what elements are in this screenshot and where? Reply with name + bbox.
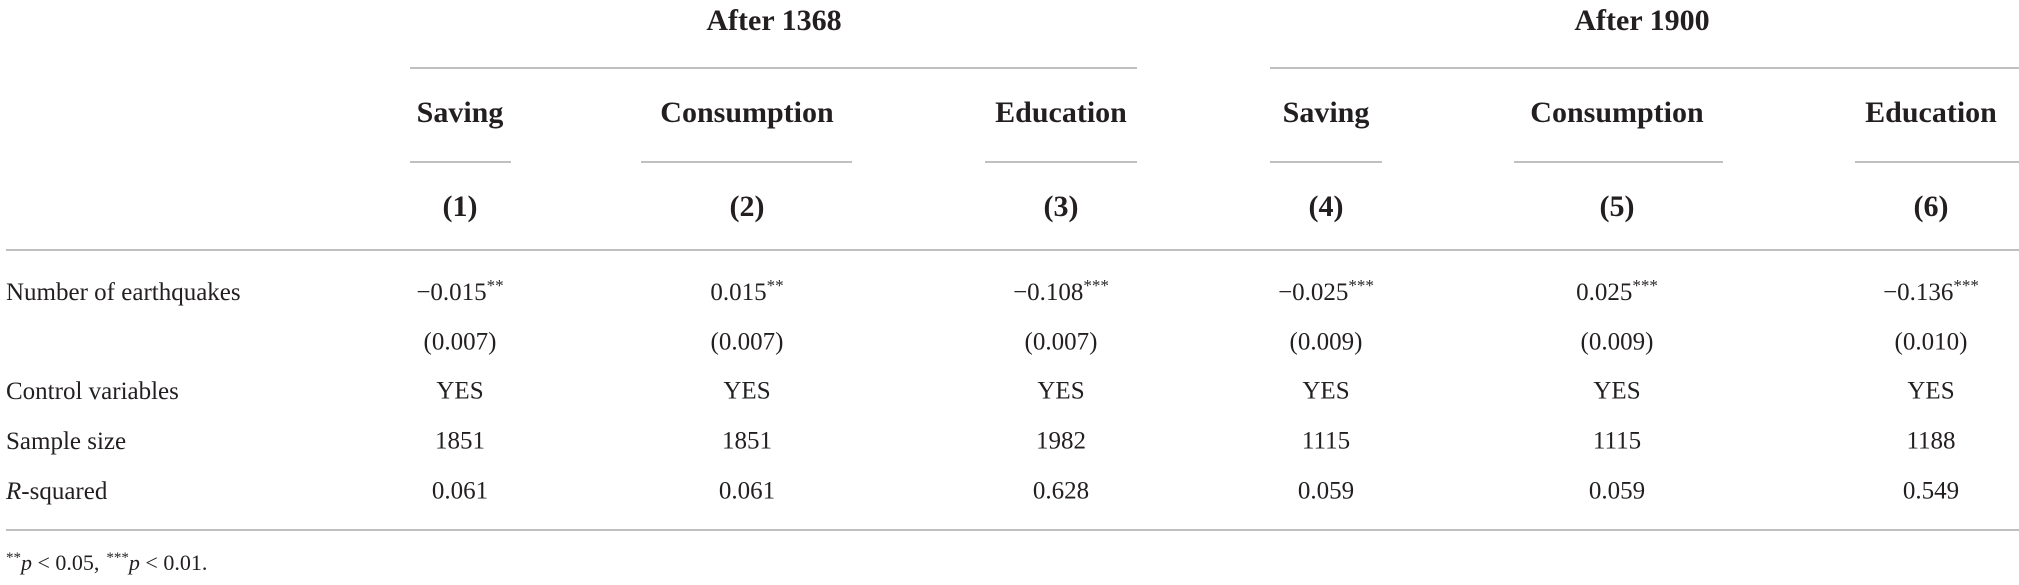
footnote-stars: ** <box>6 550 21 566</box>
cell: YES <box>436 378 483 405</box>
cell: 0.061 <box>719 478 775 505</box>
column-header: Saving <box>1283 96 1370 129</box>
cell: 0.025*** <box>1576 276 1658 306</box>
cell: 1115 <box>1302 428 1350 455</box>
cell: YES <box>1593 378 1640 405</box>
cell: 0.549 <box>1903 478 1959 505</box>
footnote-var: p <box>127 550 140 575</box>
column-header: Consumption <box>1530 96 1704 129</box>
footnote-var: p <box>19 550 32 575</box>
cell-stars: *** <box>1632 276 1658 295</box>
cell-value: −0.136 <box>1883 279 1953 306</box>
cell: (0.007) <box>711 329 784 356</box>
cell: 0.061 <box>432 478 488 505</box>
footnote-text: < 0.01. <box>140 550 207 575</box>
column-number: (1) <box>443 190 478 223</box>
cell-value: 0.015 <box>710 279 766 306</box>
cell: 0.059 <box>1589 478 1645 505</box>
cell-value: 0.025 <box>1576 279 1632 306</box>
column-number: (3) <box>1044 190 1079 223</box>
cell: YES <box>1037 378 1084 405</box>
cell: 1851 <box>722 428 772 455</box>
footnote-text: < 0.05, <box>32 550 99 575</box>
cell: 1851 <box>435 428 485 455</box>
column-header: Consumption <box>660 96 834 129</box>
cell-value: −0.108 <box>1013 279 1083 306</box>
cell-stars: *** <box>1348 276 1374 295</box>
cell: YES <box>723 378 770 405</box>
row-label: Control variables <box>6 378 179 405</box>
cell: 1982 <box>1036 428 1086 455</box>
cell: (0.010) <box>1895 329 1968 356</box>
cell-stars: ** <box>767 276 784 295</box>
footnote-stars: *** <box>106 550 129 566</box>
cell: 0.059 <box>1298 478 1354 505</box>
cell: −0.025*** <box>1278 276 1374 306</box>
row-label: Number of earthquakes <box>6 279 241 306</box>
cell-stars: *** <box>1953 276 1979 295</box>
row-label-text: Control variables <box>6 378 179 405</box>
group-header: After 1368 <box>706 4 841 37</box>
cell-value: −0.025 <box>1278 279 1348 306</box>
row-label: Sample size <box>6 428 126 455</box>
cell: −0.108*** <box>1013 276 1109 306</box>
row-label-text: -squared <box>21 478 108 505</box>
cell: 0.015** <box>710 276 783 306</box>
cell: 0.628 <box>1033 478 1089 505</box>
cell: YES <box>1302 378 1349 405</box>
cell: 1115 <box>1593 428 1641 455</box>
column-number: (4) <box>1309 190 1344 223</box>
cell-stars: ** <box>487 276 504 295</box>
row-label-text: Sample size <box>6 428 126 455</box>
group-header: After 1900 <box>1574 4 1709 37</box>
column-number: (2) <box>730 190 765 223</box>
cell: −0.136*** <box>1883 276 1979 306</box>
cell: (0.007) <box>424 329 497 356</box>
column-number: (5) <box>1600 190 1635 223</box>
row-label-text: Number of earthquakes <box>6 279 241 306</box>
row-label: R-squared <box>5 478 108 505</box>
cell-stars: *** <box>1083 276 1109 295</box>
cell: (0.007) <box>1025 329 1098 356</box>
cell: (0.009) <box>1290 329 1363 356</box>
row-label-italic: R <box>5 478 21 505</box>
column-header: Education <box>995 96 1127 129</box>
column-header: Saving <box>417 96 504 129</box>
cell-value: −0.015 <box>416 279 486 306</box>
cell: −0.015** <box>416 276 503 306</box>
cell: 1188 <box>1906 428 1955 455</box>
cell: YES <box>1907 378 1954 405</box>
column-number: (6) <box>1914 190 1949 223</box>
column-header: Education <box>1865 96 1997 129</box>
footnote: **p < 0.05, ***p < 0.01. <box>6 550 207 575</box>
cell: (0.009) <box>1581 329 1654 356</box>
